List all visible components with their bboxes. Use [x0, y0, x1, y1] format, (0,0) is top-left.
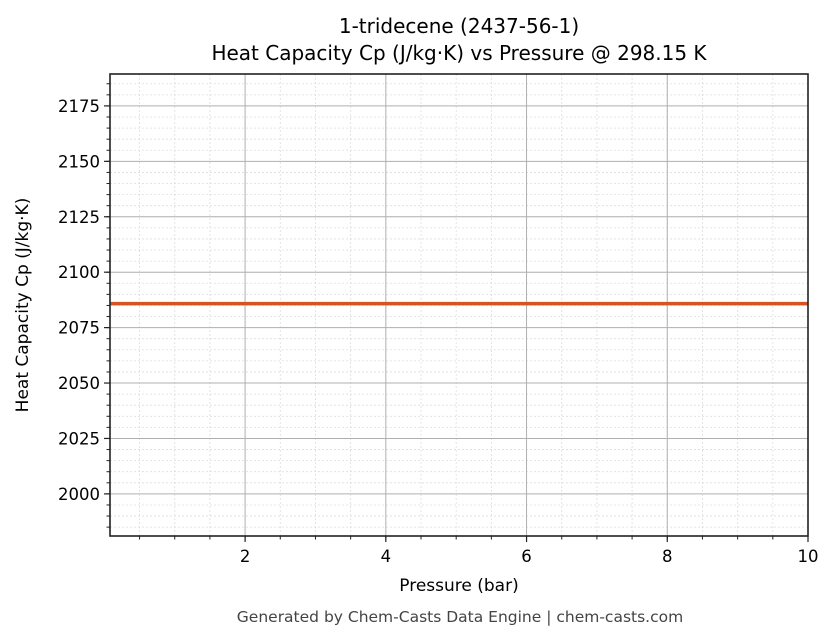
- x-tick-label: 10: [798, 547, 819, 566]
- y-tick-label: 2150: [58, 152, 100, 171]
- x-tick-label: 8: [662, 547, 673, 566]
- y-tick-label: 2125: [58, 208, 100, 227]
- x-tick-label: 4: [381, 547, 392, 566]
- y-tick-label: 2100: [58, 263, 100, 282]
- x-tick-label: 2: [240, 547, 251, 566]
- y-tick-label: 2000: [58, 485, 100, 504]
- axis-ticks: [104, 83, 809, 542]
- x-axis-label: Pressure (bar): [399, 576, 519, 596]
- y-tick-label: 2175: [58, 97, 100, 116]
- y-axis-label: Heat Capacity Cp (J/kg·K): [13, 197, 33, 413]
- y-tick-label: 2050: [58, 374, 100, 393]
- y-tick-label: 2025: [58, 429, 100, 448]
- chart-title-compound: 1-tridecene (2437-56-1): [338, 14, 580, 38]
- y-tick-label: 2075: [58, 319, 100, 338]
- chart-title-property: Heat Capacity Cp (J/kg·K) vs Pressure @ …: [211, 41, 707, 65]
- x-tick-label: 6: [521, 547, 532, 566]
- axis-tick-labels: 2 4 6 8 10 2000 2025 2050 2075 2100 2125 2150 2175: [58, 97, 819, 566]
- footer-credit: Generated by Chem-Casts Data Engine | ch…: [236, 608, 684, 626]
